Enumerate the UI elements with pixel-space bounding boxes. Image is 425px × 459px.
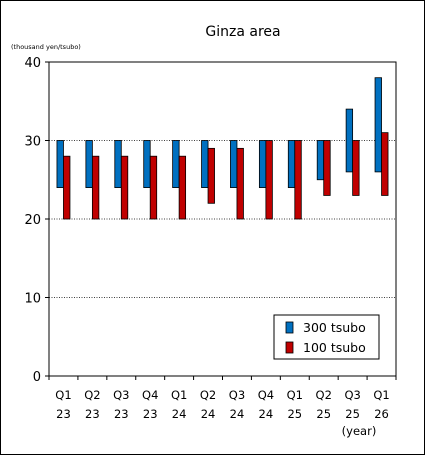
x-tick-year-11: 26	[374, 407, 389, 421]
bar-300-tsubo-Q3-24	[230, 140, 238, 188]
axes: 0 10 20 30 40	[24, 56, 397, 385]
y-tick-label-10: 10	[24, 292, 41, 307]
x-tick-year-3: 23	[143, 407, 158, 421]
y-unit-label: (thousand yen/tsubo)	[11, 43, 81, 51]
legend-swatch-300-tsubo	[285, 321, 294, 334]
x-tick-labels: Q1 23 Q2 23 Q3 23 Q4 23 Q1 24 Q2 24 Q3 24 Q4 24 Q1 25 Q2 25…	[55, 388, 389, 421]
bar-300-tsubo-Q2-25	[316, 140, 325, 181]
x-tick-quarter-7: Q4	[258, 388, 274, 402]
x-tick-year-5: 24	[201, 407, 216, 421]
x-tick-year-2: 23	[114, 407, 129, 421]
chart-title: Ginza area	[205, 24, 280, 40]
bar-300-tsubo-Q3-23	[114, 140, 122, 188]
legend-swatch-100-tsubo	[285, 341, 294, 354]
bar-100-tsubo-Q4-24	[265, 140, 273, 220]
x-tick-quarter-3: Q4	[142, 388, 158, 402]
x-tick-quarter-9: Q2	[316, 388, 332, 402]
x-unit-label: (year)	[342, 424, 377, 438]
legend: 300 tsubo 100 tsubo	[273, 314, 380, 360]
bar-300-tsubo-Q1-23	[56, 140, 64, 188]
x-tick-quarter-0: Q1	[55, 388, 71, 402]
bar-100-tsubo-Q1-24	[178, 155, 187, 220]
bar-100-tsubo-Q4-23	[149, 155, 158, 220]
y-tick-label-30: 30	[24, 135, 41, 150]
x-tick-quarter-4: Q1	[171, 388, 187, 402]
bar-100-tsubo-Q3-25	[352, 140, 360, 196]
bar-100-tsubo-Q3-24	[236, 147, 244, 220]
bar-300-tsubo-Q3-25	[345, 108, 354, 173]
bar-300-tsubo-Q1-26	[374, 77, 382, 173]
bar-300-tsubo-Q2-24	[201, 140, 209, 188]
bar-300-tsubo-Q4-24	[258, 140, 267, 188]
y-tick-label-20: 20	[24, 213, 41, 228]
bar-100-tsubo-Q2-25	[323, 140, 331, 196]
bar-100-tsubo-Q2-23	[91, 155, 100, 220]
x-tick-year-8: 25	[287, 407, 302, 421]
x-tick-quarter-5: Q2	[200, 388, 216, 402]
x-tick-quarter-1: Q2	[84, 388, 100, 402]
x-tick-quarter-2: Q3	[113, 388, 129, 402]
bar-300-tsubo-Q2-23	[85, 140, 93, 188]
bar-100-tsubo-Q1-26	[381, 132, 389, 196]
bar-300-tsubo-Q1-25	[287, 140, 296, 188]
bar-300-tsubo-Q1-24	[172, 140, 180, 188]
legend-label-300-tsubo: 300 tsubo	[303, 320, 366, 335]
x-tick-year-9: 25	[316, 407, 331, 421]
gridlines	[49, 140, 396, 298]
x-tick-year-7: 24	[259, 407, 274, 421]
x-tick-quarter-11: Q1	[373, 388, 389, 402]
x-tick-quarter-8: Q1	[287, 388, 303, 402]
bars	[56, 77, 389, 220]
x-tick-year-6: 24	[230, 407, 245, 421]
bar-100-tsubo-Q2-24	[207, 147, 215, 204]
x-tick-quarter-6: Q3	[229, 388, 245, 402]
x-tick-year-1: 23	[85, 407, 100, 421]
x-tick-quarter-10: Q3	[344, 388, 360, 402]
x-tick-year-4: 24	[172, 407, 187, 421]
y-tick-label-40: 40	[24, 56, 41, 71]
x-tick-year-10: 25	[345, 407, 360, 421]
bar-100-tsubo-Q3-23	[120, 155, 129, 220]
bar-300-tsubo-Q4-23	[143, 140, 151, 188]
bar-100-tsubo-Q1-25	[294, 140, 302, 220]
bar-100-tsubo-Q1-23	[63, 155, 71, 220]
y-tick-label-0: 0	[33, 370, 41, 385]
legend-label-100-tsubo: 100 tsubo	[303, 340, 366, 355]
x-tick-year-0: 23	[56, 407, 71, 421]
